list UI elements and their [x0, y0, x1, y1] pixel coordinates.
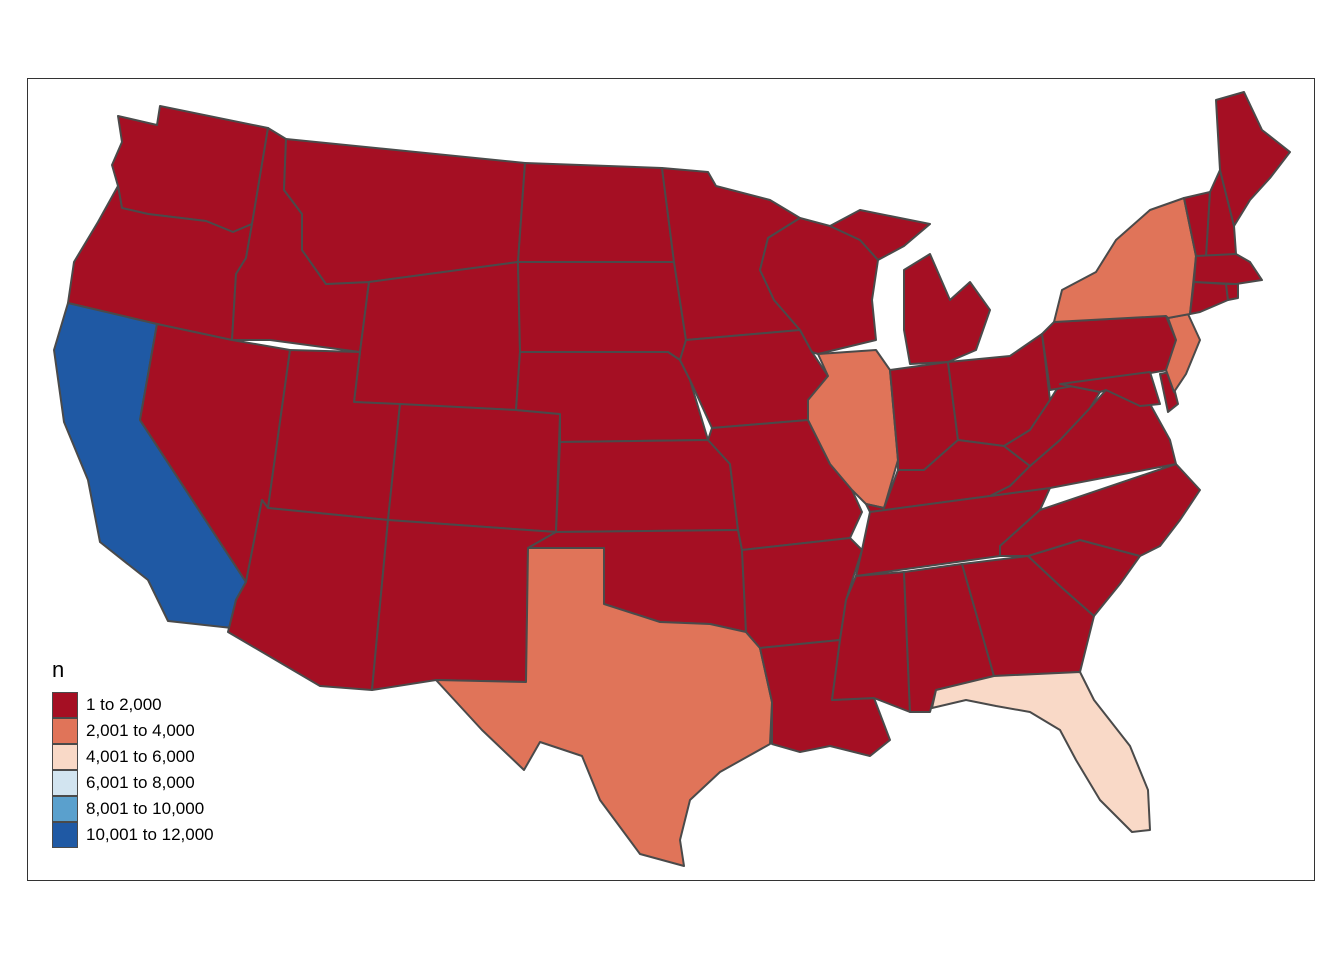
legend-item: 2,001 to 4,000: [52, 718, 214, 744]
state-rhode-island[interactable]: [1225, 283, 1239, 301]
legend-item: 8,001 to 10,000: [52, 796, 214, 822]
state-florida[interactable]: [931, 671, 1151, 833]
legend-swatch: [52, 692, 78, 718]
legend-label: 6,001 to 8,000: [86, 773, 195, 792]
state-wyoming[interactable]: [353, 261, 521, 411]
legend-swatch: [52, 822, 78, 848]
state-south-dakota[interactable]: [517, 261, 687, 361]
state-illinois[interactable]: [807, 349, 899, 509]
legend-item: 6,001 to 8,000: [52, 770, 214, 796]
legend-swatch: [52, 744, 78, 770]
legend-item: 10,001 to 12,000: [52, 822, 214, 848]
legend-label: 10,001 to 12,000: [86, 825, 214, 844]
state-texas[interactable]: [435, 547, 773, 867]
legend-item: 4,001 to 6,000: [52, 744, 214, 770]
legend-label: 4,001 to 6,000: [86, 747, 195, 766]
state-iowa[interactable]: [679, 329, 829, 429]
legend-title: n: [52, 657, 65, 682]
state-new-hampshire[interactable]: [1205, 169, 1237, 259]
state-colorado[interactable]: [387, 403, 561, 533]
legend: n 1 to 2,000 2,001 to 4,000 4,001 to 6,000…: [52, 658, 214, 848]
state-maryland[interactable]: [1059, 371, 1161, 407]
state-new-york[interactable]: [1053, 197, 1197, 323]
state-michigan[interactable]: [829, 209, 991, 365]
state-north-carolina[interactable]: [999, 463, 1201, 557]
legend-swatch: [52, 796, 78, 822]
legend-item: 1 to 2,000: [52, 692, 214, 718]
state-maine[interactable]: [1215, 91, 1291, 227]
state-west-virginia[interactable]: [1003, 383, 1101, 467]
legend-label: 8,001 to 10,000: [86, 799, 205, 818]
state-north-dakota[interactable]: [517, 162, 675, 263]
legend-label: 1 to 2,000: [86, 695, 162, 714]
legend-label: 2,001 to 4,000: [86, 721, 195, 740]
state-kansas[interactable]: [555, 439, 739, 533]
state-massachusetts[interactable]: [1193, 253, 1263, 285]
legend-swatch: [52, 770, 78, 796]
state-new-jersey[interactable]: [1165, 313, 1201, 393]
legend-swatch: [52, 718, 78, 744]
state-montana[interactable]: [283, 138, 526, 285]
state-connecticut[interactable]: [1189, 281, 1229, 315]
